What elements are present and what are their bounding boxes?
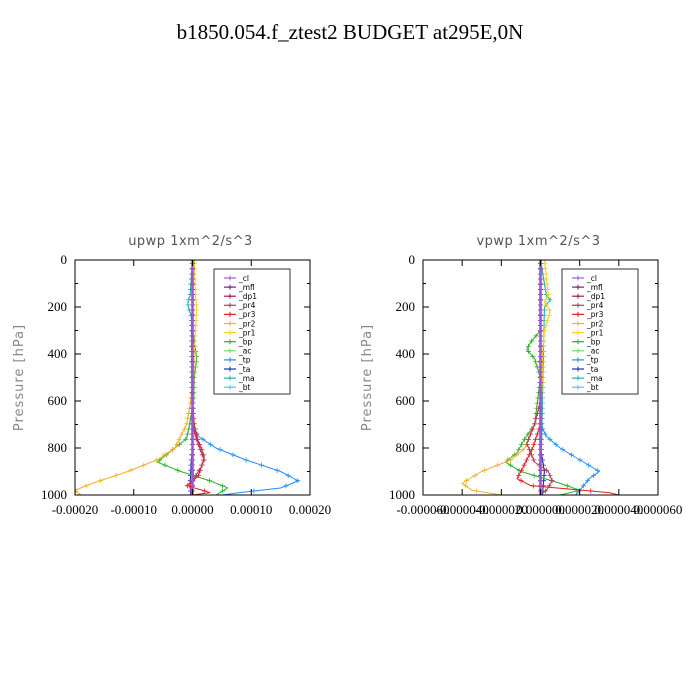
x-tick-label: -0.00020 (52, 502, 99, 517)
legend-label: _cl (586, 274, 597, 283)
legend-marker (227, 321, 233, 326)
legend-marker (575, 284, 581, 290)
legend-label: _ta (238, 365, 250, 374)
legend-marker (227, 384, 233, 390)
legend-label: _tp (586, 356, 599, 365)
legend-label: _cl (238, 274, 249, 283)
y-tick-label: 200 (396, 299, 416, 314)
x-tick-label: -0.000020 (475, 502, 528, 517)
x-tick-label: 0.000060 (634, 502, 683, 517)
series-line_bp (504, 260, 582, 495)
legend-label: _pr4 (586, 301, 604, 310)
legend-marker (227, 293, 233, 299)
y-axis-label: Pressure [hPa] (12, 324, 27, 431)
y-tick-label: 400 (48, 346, 68, 361)
legend-marker (227, 275, 233, 281)
legend-marker (227, 348, 233, 354)
series-markers_cl (190, 261, 195, 494)
legend-label: _mfl (238, 283, 255, 292)
legend-marker (575, 366, 581, 372)
legend-marker (227, 311, 233, 317)
legend-label: _pr2 (586, 319, 604, 328)
x-tick-label: 0.00010 (230, 502, 272, 517)
legend-label: _pr1 (586, 328, 604, 337)
legend-label: _pr4 (238, 301, 256, 310)
chart-panel-1: upwp 1xm^2/s^3 Pressure [hPa] 0 200 400 600 80… (12, 234, 331, 517)
x-tick-label: 0.000020 (555, 502, 604, 517)
legend-label: _ac (238, 347, 251, 356)
y-tick-label: 800 (396, 440, 416, 455)
legend-label: _pr2 (238, 319, 256, 328)
legend-marker (575, 321, 581, 326)
x-tick-label: 0.000000 (516, 502, 565, 517)
legend-marker (575, 339, 581, 345)
legend-label: _bt (238, 383, 251, 392)
legend-label: _tp (238, 356, 251, 365)
y-tick-label: 0 (409, 252, 416, 267)
x-tick-label: 0.00000 (171, 502, 213, 517)
y-tick-label: 200 (48, 299, 68, 314)
figure-title: b1850.054.f_ztest2 BUDGET at295E,0N (176, 20, 524, 44)
legend-label: _bt (586, 383, 599, 392)
legend-label: _pr3 (238, 310, 256, 319)
y-tick-label: 600 (396, 393, 416, 408)
legend-marker (575, 330, 581, 336)
legend: _cl_mfl_dp1_pr4_pr3_pr2_pr1_bp_ac_tp_ta_… (561, 268, 639, 395)
legend-label: _dp1 (238, 292, 257, 301)
legend-label: _pr1 (238, 328, 256, 337)
x-tick-label: -0.000040 (436, 502, 489, 517)
legend-marker (575, 348, 581, 354)
legend-marker (575, 384, 581, 390)
legend-label: _ta (586, 365, 598, 374)
legend-marker (575, 275, 581, 281)
series-line_pr2 (75, 260, 193, 495)
y-tick-label: 1000 (389, 487, 415, 502)
legend-label: _bp (238, 338, 253, 347)
x-tick-label: -0.000060 (396, 502, 449, 517)
legend-marker (575, 302, 581, 308)
series-markers_pr2 (75, 261, 195, 494)
legend-label: _pr3 (586, 310, 604, 319)
legend-label: _ma (238, 374, 255, 383)
y-tick-label: 400 (396, 346, 416, 361)
y-axis-label: Pressure [hPa] (360, 324, 375, 431)
y-tick-label: 600 (48, 393, 68, 408)
legend-label: _ac (586, 347, 599, 356)
series-line_pr3 (516, 260, 619, 495)
legend-marker (227, 302, 233, 308)
y-tick-label: 800 (48, 440, 68, 455)
legend-marker (227, 366, 233, 372)
legend-marker (575, 293, 581, 299)
series-group (75, 260, 301, 495)
legend-marker (227, 330, 233, 336)
legend-marker (227, 284, 233, 290)
legend-label: _bp (586, 338, 601, 347)
legend: _cl_mfl_dp1_pr4_pr3_pr2_pr1_bp_ac_tp_ta_… (213, 268, 291, 395)
legend-marker (227, 339, 233, 345)
legend-marker (575, 311, 581, 317)
x-tick-label: 0.00020 (289, 502, 331, 517)
legend-box (561, 268, 639, 395)
y-tick-label: 1000 (41, 487, 67, 502)
legend-marker (227, 375, 233, 381)
legend-marker (227, 357, 233, 363)
legend-marker (575, 375, 581, 381)
chart-title: upwp 1xm^2/s^3 (128, 234, 253, 249)
chart-panel-2: vpwp 1xm^2/s^3 Pressure [hPa] 0 200 400 600 80… (360, 234, 682, 517)
legend-label: _mfl (586, 283, 603, 292)
series-markers_pr2 (463, 261, 543, 494)
legend-marker (575, 357, 581, 363)
chart-title: vpwp 1xm^2/s^3 (476, 234, 600, 249)
legend-label: _ma (586, 374, 603, 383)
legend-box (213, 268, 291, 395)
legend-label: _dp1 (586, 292, 605, 301)
x-tick-label: -0.00010 (110, 502, 157, 517)
y-tick-label: 0 (61, 252, 68, 267)
x-tick-label: 0.000040 (594, 502, 643, 517)
